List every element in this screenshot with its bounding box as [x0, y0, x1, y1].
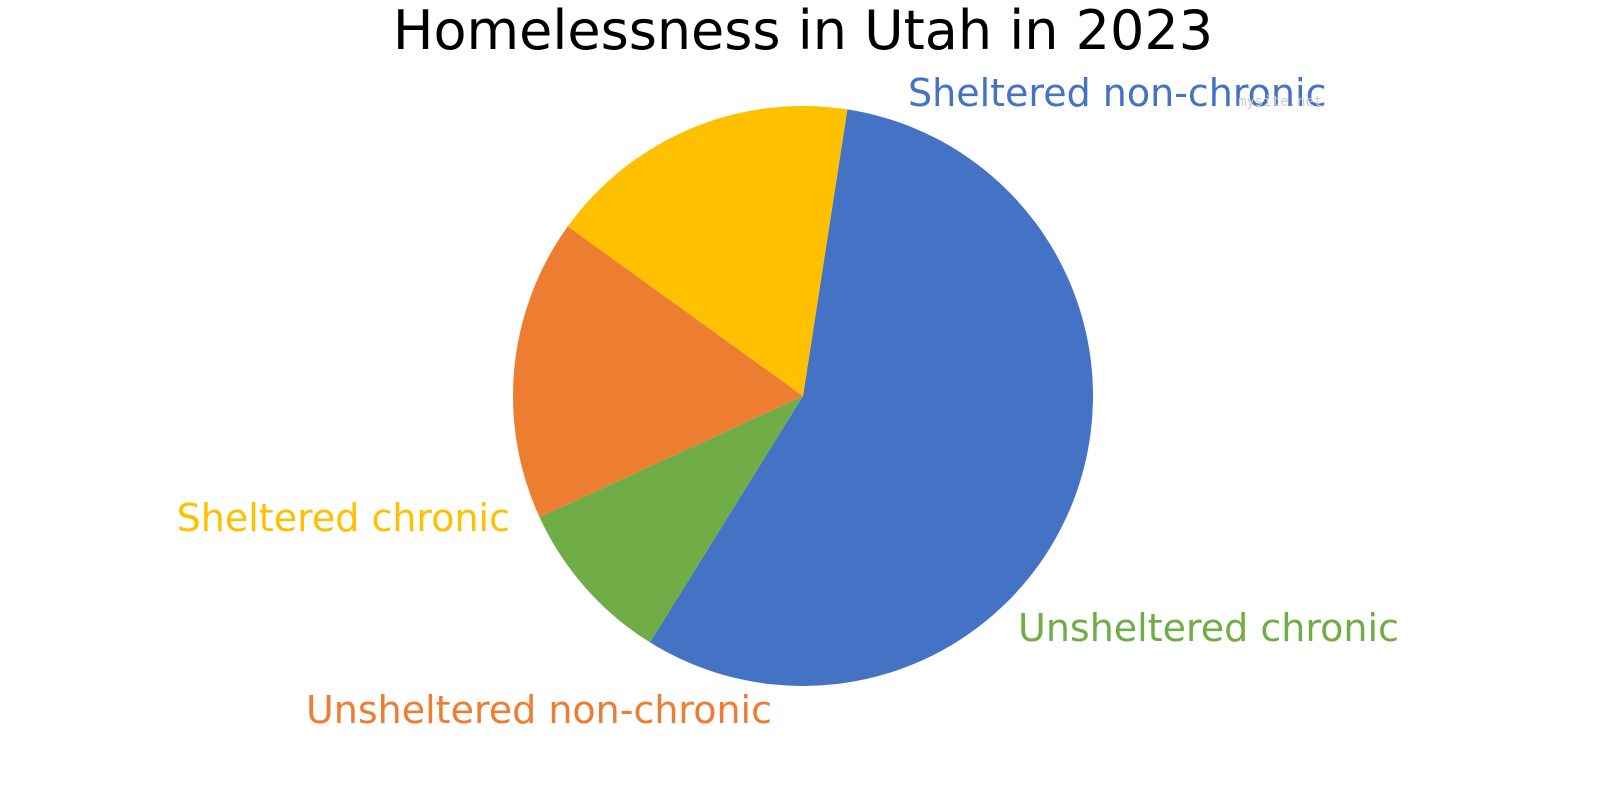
pie-slice-unsheltered-non-chronic [512, 226, 803, 518]
slice-label-unsheltered-non-chronic: Unsheltered non-chronic [306, 688, 772, 732]
slice-label-sheltered-chronic: Sheltered chronic [177, 496, 510, 540]
slice-label-unsheltered-chronic: Unsheltered chronic [1018, 606, 1399, 650]
watermark: mysite.net [1238, 94, 1322, 110]
chart-title: Homelessness in Utah in 2023 [393, 0, 1213, 62]
pie-slice-sheltered-chronic [567, 105, 848, 396]
pie-slices [512, 105, 1093, 686]
slice-label-sheltered-non-chronic: Sheltered non-chronic [908, 71, 1326, 115]
pie-slice-sheltered-non-chronic [650, 109, 1093, 686]
slice-labels: Sheltered non-chronic Unsheltered chronic… [177, 71, 1399, 732]
pie-slice-unsheltered-chronic [539, 396, 803, 643]
